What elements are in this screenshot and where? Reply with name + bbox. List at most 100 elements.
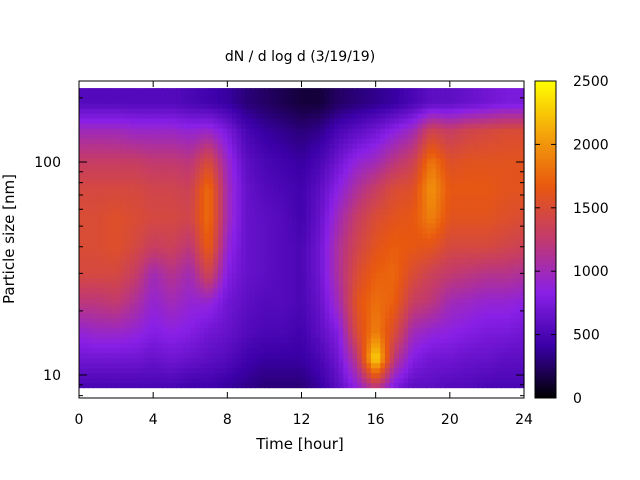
heatmap-cell <box>357 167 363 174</box>
heatmap-cell <box>190 98 196 104</box>
heatmap-cell <box>380 133 386 139</box>
heatmap-cell <box>106 182 113 189</box>
heatmap-cell <box>143 222 150 229</box>
heatmap-cell <box>143 93 150 99</box>
heatmap-cell <box>102 382 108 389</box>
heatmap-cell <box>389 332 395 339</box>
heatmap-cell <box>208 142 215 149</box>
heatmap-cell <box>120 372 126 379</box>
heatmap-cell <box>180 162 187 169</box>
heatmap-cell <box>88 342 94 349</box>
heatmap-cell <box>143 202 150 209</box>
heatmap-cell <box>231 232 238 239</box>
heatmap-cell <box>106 242 113 249</box>
heatmap-cell <box>306 272 312 279</box>
heatmap-cell <box>134 232 140 239</box>
heatmap-cell <box>157 187 164 194</box>
heatmap-cell <box>208 98 215 104</box>
heatmap-cell <box>412 237 418 244</box>
heatmap-cell <box>269 307 275 314</box>
heatmap-cell <box>282 123 289 129</box>
heatmap-cell <box>343 247 349 254</box>
heatmap-cell <box>333 257 340 264</box>
heatmap-cell <box>134 282 140 289</box>
heatmap-cell <box>445 242 451 249</box>
heatmap-cell <box>157 123 164 129</box>
heatmap-cell <box>190 277 196 284</box>
heatmap-cell <box>459 362 465 369</box>
heatmap-cell <box>88 167 94 174</box>
heatmap-cell <box>199 212 205 219</box>
heatmap-cell <box>398 242 405 249</box>
heatmap-cell <box>111 337 117 344</box>
heatmap-cell <box>343 152 349 159</box>
heatmap-cell <box>92 272 99 279</box>
heatmap-cell <box>92 262 99 269</box>
heatmap-cell <box>278 277 284 284</box>
heatmap-cell <box>347 232 354 239</box>
heatmap-cell <box>213 147 219 154</box>
heatmap-cell <box>245 317 252 324</box>
heatmap-cell <box>129 277 136 284</box>
heatmap-cell <box>352 93 358 99</box>
heatmap-cell <box>204 227 210 234</box>
heatmap-cell <box>282 377 289 384</box>
heatmap-cell <box>445 162 451 169</box>
heatmap-cell <box>255 242 261 249</box>
heatmap-cell <box>310 108 317 114</box>
heatmap-cell <box>422 162 428 169</box>
heatmap-cell <box>440 108 446 114</box>
heatmap-cell <box>111 287 117 294</box>
heatmap-cell <box>347 123 354 129</box>
heatmap-cell <box>116 123 122 129</box>
heatmap-cell <box>338 337 344 344</box>
heatmap-cell <box>324 103 330 109</box>
heatmap-cell <box>431 327 437 334</box>
heatmap-cell <box>338 142 344 149</box>
heatmap-cell <box>445 342 451 349</box>
heatmap-cell <box>347 113 354 119</box>
heatmap-cell <box>185 182 191 189</box>
heatmap-cell <box>459 138 465 144</box>
heatmap-cell <box>222 342 228 349</box>
heatmap-cell <box>459 98 465 104</box>
heatmap-cell <box>435 192 442 199</box>
heatmap-cell <box>282 212 289 219</box>
heatmap-cell <box>255 123 261 129</box>
heatmap-cell <box>333 142 340 149</box>
heatmap-cell <box>148 212 154 219</box>
heatmap-cell <box>278 197 284 204</box>
heatmap-cell <box>366 292 372 299</box>
heatmap-cell <box>403 267 409 274</box>
heatmap-cell <box>445 237 451 244</box>
heatmap-cell <box>148 217 154 224</box>
heatmap-cell <box>190 252 196 259</box>
heatmap-cell <box>306 297 312 304</box>
heatmap-cell <box>102 347 108 354</box>
heatmap-cell <box>204 167 210 174</box>
heatmap-cell <box>190 247 196 254</box>
heatmap-cell <box>176 272 182 279</box>
heatmap-cell <box>190 202 196 209</box>
heatmap-cell <box>329 187 335 194</box>
heatmap-cell <box>426 292 432 299</box>
heatmap-cell <box>92 277 99 284</box>
heatmap-cell <box>194 182 201 189</box>
heatmap-cell <box>120 297 126 304</box>
heatmap-cell <box>255 237 261 244</box>
heatmap-cell <box>320 352 326 359</box>
heatmap-cell <box>106 177 113 184</box>
heatmap-cell <box>459 142 465 149</box>
heatmap-cell <box>129 247 136 254</box>
heatmap-cell <box>389 347 395 354</box>
heatmap-cell <box>347 352 354 359</box>
heatmap-cell <box>125 147 131 154</box>
heatmap-cell <box>352 277 358 284</box>
heatmap-cell <box>245 152 252 159</box>
heatmap-cell <box>287 337 293 344</box>
heatmap-cell <box>134 93 140 99</box>
heatmap-cell <box>384 302 391 309</box>
heatmap-cell <box>245 187 252 194</box>
heatmap-cell <box>111 177 117 184</box>
heatmap-cell <box>92 287 99 294</box>
